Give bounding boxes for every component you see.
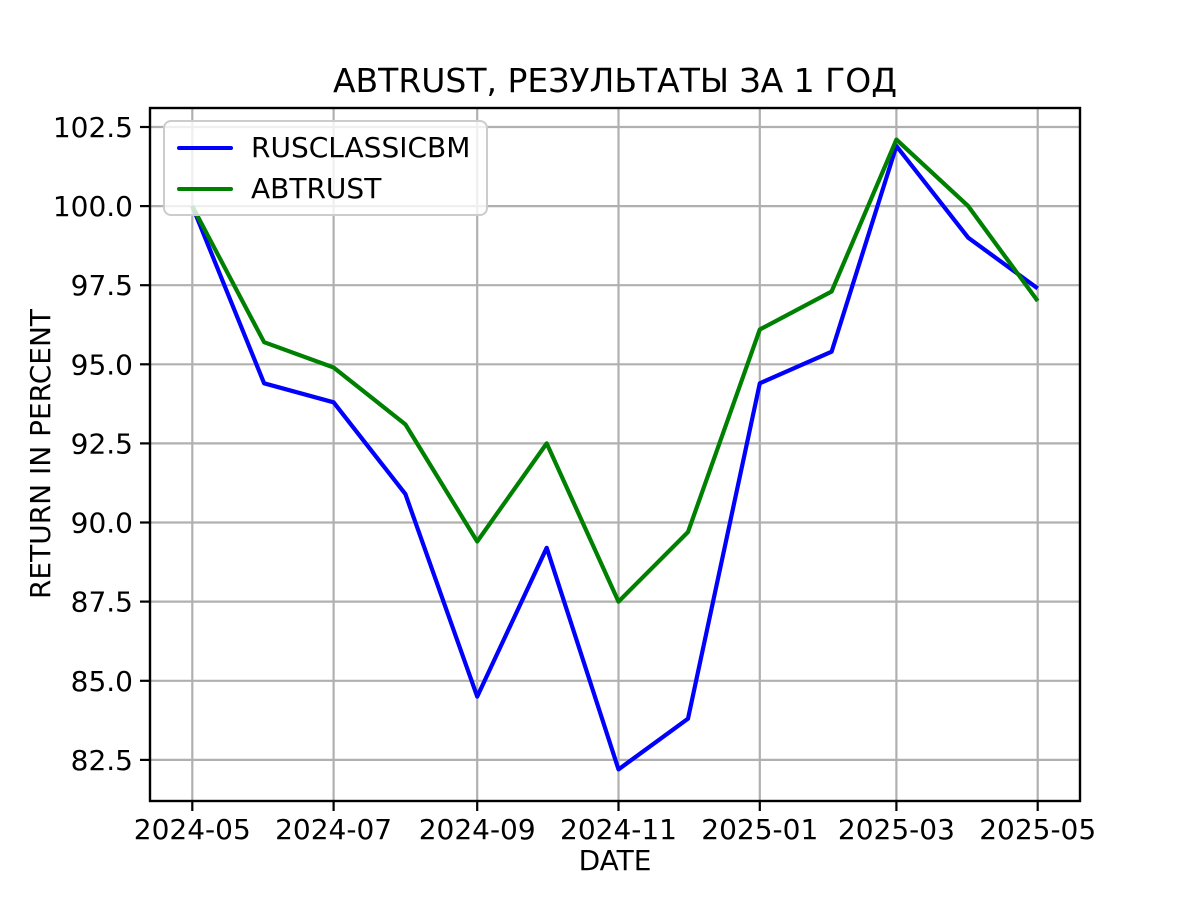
- y-tick-label: 87.5: [71, 586, 133, 619]
- legend-item-rusclassicbm: RUSCLASSICBM: [177, 131, 470, 164]
- y-tick-label: 100.0: [53, 190, 133, 223]
- x-axis-label: DATE: [578, 844, 652, 877]
- legend-item-abtrust: ABTRUST: [177, 172, 470, 205]
- x-tick-label: 2024-05: [134, 813, 251, 846]
- x-tick-label: 2025-01: [701, 813, 818, 846]
- y-tick-label: 97.5: [71, 269, 133, 302]
- x-tick-label: 2024-09: [419, 813, 536, 846]
- y-tick-label: 102.5: [53, 111, 133, 144]
- legend-line-sample-blue: [177, 145, 233, 150]
- y-tick-label: 82.5: [71, 744, 133, 777]
- legend: RUSCLASSICBM ABTRUST: [163, 120, 489, 216]
- axes-frame: [148, 106, 1082, 803]
- y-tick-label: 85.0: [71, 665, 133, 698]
- legend-label: ABTRUST: [251, 172, 382, 205]
- x-tick-label: 2024-11: [560, 813, 677, 846]
- legend-label: RUSCLASSICBM: [251, 131, 471, 164]
- series-line-rusclassicbm: [190, 143, 1039, 772]
- y-axis-label: RETURN IN PERCENT: [24, 308, 57, 600]
- y-tick-label: 90.0: [71, 507, 133, 540]
- x-tick-label: 2025-05: [979, 813, 1096, 846]
- x-tick-label: 2025-03: [838, 813, 955, 846]
- chart-title: ABTRUST, РЕЗУЛЬТАТЫ ЗА 1 ГОД: [332, 61, 898, 100]
- y-tick-label: 95.0: [71, 348, 133, 381]
- x-tick-label: 2024-07: [275, 813, 392, 846]
- legend-line-sample-green: [177, 186, 233, 191]
- series-line-abtrust: [190, 137, 1040, 604]
- y-tick-label: 92.5: [71, 427, 133, 460]
